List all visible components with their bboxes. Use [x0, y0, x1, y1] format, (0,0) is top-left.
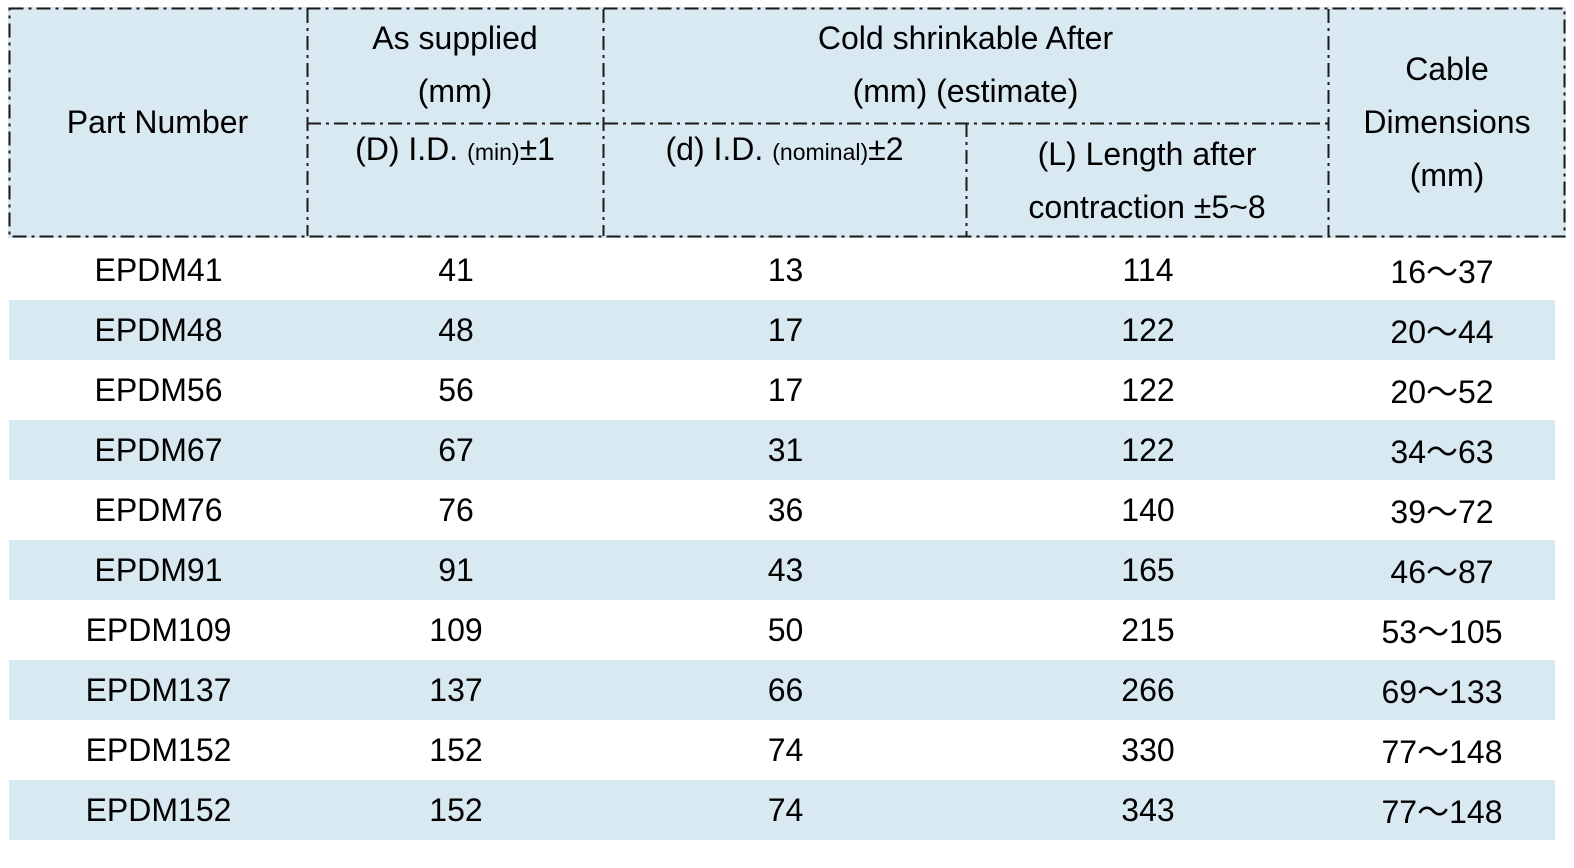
header-part-number-label: Part Number	[66, 104, 249, 140]
header-cable-dimensions-line2: Dimensions	[1363, 104, 1531, 140]
table-body: EPDM41 41 13 114 16～37 EPDM48 48 17 122 …	[9, 240, 1555, 840]
table-row: EPDM91 91 43 165 46～87	[9, 540, 1555, 600]
header-d-id-min-tolerance: ±1	[519, 131, 555, 167]
table-row: EPDM109 109 50 215 53～105	[9, 600, 1555, 660]
cell-cable-dimensions: 34～63	[1390, 434, 1494, 470]
header-as-supplied-line2: (mm)	[417, 73, 493, 109]
header-part-number: Part Number	[8, 7, 307, 238]
cell-part-number: EPDM152	[85, 731, 232, 768]
header-cold-shrinkable-line1: Cold shrinkable After	[817, 20, 1114, 56]
cell-d-id: 67	[438, 431, 474, 468]
cell-part-number: EPDM137	[85, 671, 232, 708]
cell-d-id-nominal: 74	[767, 791, 804, 828]
cell-part-number: EPDM91	[94, 551, 223, 588]
header-d-id-nominal-main: (d) I.D.	[665, 131, 764, 167]
cell-length: 266	[1121, 671, 1175, 708]
header-cable-dimensions: Cable Dimensions (mm)	[1328, 7, 1566, 238]
cell-length: 140	[1121, 491, 1175, 528]
header-length-line1: (L) Length after	[1037, 135, 1257, 172]
header-d-id-nominal: (d) I.D. (nominal) ±2	[603, 123, 966, 238]
cell-cable-dimensions: 20～52	[1390, 374, 1494, 410]
cell-part-number: EPDM152	[85, 791, 232, 828]
cell-length: 343	[1121, 791, 1175, 828]
cell-cable-dimensions: 20～44	[1390, 314, 1494, 350]
header-cable-dimensions-line3: (mm)	[1409, 157, 1485, 193]
cell-length: 122	[1121, 431, 1175, 468]
cell-cable-dimensions: 77～148	[1381, 794, 1503, 830]
cell-d-id: 109	[429, 611, 483, 648]
table-row: EPDM48 48 17 122 20～44	[9, 300, 1555, 360]
cell-length: 122	[1121, 371, 1175, 408]
cell-d-id-nominal: 50	[767, 611, 804, 648]
cell-cable-dimensions: 16～37	[1390, 254, 1494, 290]
cell-part-number: EPDM41	[94, 251, 223, 288]
header-length-after-contraction: (L) Length after contraction ±5~8	[966, 123, 1328, 238]
cell-cable-dimensions: 53～105	[1381, 614, 1503, 650]
cell-part-number: EPDM56	[94, 371, 223, 408]
table-row: EPDM67 67 31 122 34～63	[9, 420, 1555, 480]
cell-part-number: EPDM67	[94, 431, 223, 468]
cell-d-id-nominal: 17	[767, 371, 804, 408]
cell-d-id-nominal: 74	[767, 731, 804, 768]
header-length-line2: contraction ±5~8	[1028, 188, 1266, 225]
cell-cable-dimensions: 39～72	[1390, 494, 1494, 530]
cell-length: 165	[1121, 551, 1175, 588]
table-row: EPDM152 152 74 330 77～148	[9, 720, 1555, 780]
cell-d-id: 56	[438, 371, 474, 408]
cell-part-number: EPDM48	[94, 311, 223, 348]
cell-d-id: 152	[429, 791, 483, 828]
table-row: EPDM152 152 74 343 77～148	[9, 780, 1555, 840]
table-row: EPDM56 56 17 122 20～52	[9, 360, 1555, 420]
header-d-id-min-main: (D) I.D.	[355, 131, 459, 167]
table-row: EPDM41 41 13 114 16～37	[9, 240, 1555, 300]
cell-d-id-nominal: 36	[767, 491, 804, 528]
cell-d-id: 76	[438, 491, 474, 528]
cell-d-id-nominal: 17	[767, 311, 804, 348]
header-d-id-nominal-small: (nominal)	[772, 139, 869, 165]
header-cable-dimensions-line1: Cable	[1405, 51, 1489, 87]
table-header: Part Number As supplied (mm) Cold shrink…	[8, 7, 1566, 238]
header-d-id-min-small: (min)	[467, 139, 520, 165]
cell-d-id-nominal: 66	[767, 671, 804, 708]
cell-d-id: 41	[438, 251, 474, 288]
cell-d-id: 137	[429, 671, 483, 708]
cell-d-id: 48	[438, 311, 474, 348]
cell-d-id-nominal: 31	[767, 431, 804, 468]
cell-length: 114	[1122, 251, 1174, 288]
header-as-supplied: As supplied (mm)	[307, 7, 603, 123]
cell-d-id: 152	[429, 731, 483, 768]
header-d-id-min: (D) I.D. (min) ±1	[307, 123, 603, 238]
cell-length: 215	[1121, 611, 1175, 648]
cell-cable-dimensions: 46～87	[1390, 554, 1494, 590]
cell-d-id: 91	[438, 551, 474, 588]
cell-length: 122	[1121, 311, 1175, 348]
cell-length: 330	[1121, 731, 1175, 768]
cell-d-id-nominal: 13	[767, 251, 804, 288]
cell-part-number: EPDM76	[94, 491, 223, 528]
header-cold-shrinkable-line2: (mm) (estimate)	[852, 73, 1079, 109]
header-d-id-nominal-tolerance: ±2	[868, 131, 904, 167]
cell-cable-dimensions: 77～148	[1381, 734, 1503, 770]
header-as-supplied-line1: As supplied	[372, 20, 538, 56]
cell-cable-dimensions: 69～133	[1381, 674, 1503, 710]
cell-part-number: EPDM109	[85, 611, 232, 648]
cell-d-id-nominal: 43	[767, 551, 804, 588]
table-row: EPDM137 137 66 266 69～133	[9, 660, 1555, 720]
table-row: EPDM76 76 36 140 39～72	[9, 480, 1555, 540]
header-cold-shrinkable-after: Cold shrinkable After (mm) (estimate)	[603, 7, 1328, 123]
